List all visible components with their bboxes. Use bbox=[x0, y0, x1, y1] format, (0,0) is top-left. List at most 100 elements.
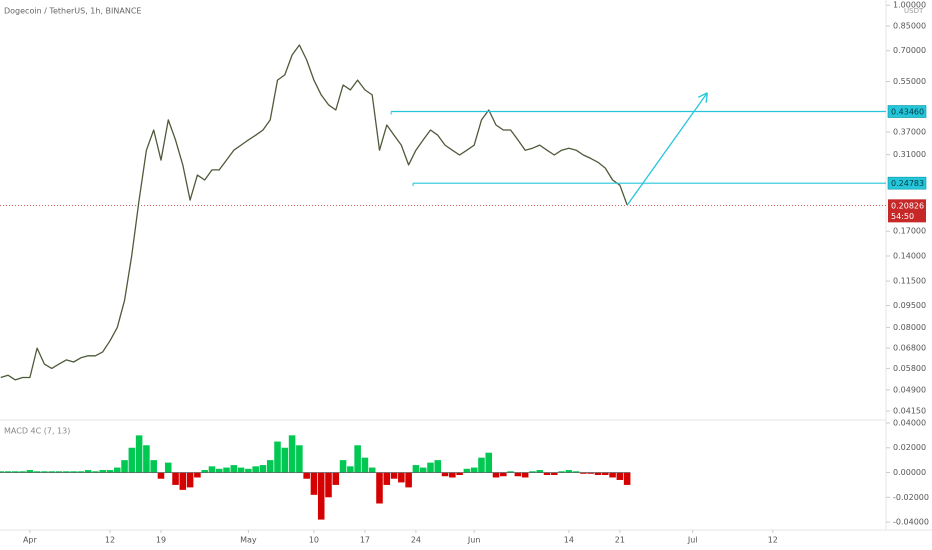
last-price-box bbox=[888, 199, 926, 223]
histogram-bar bbox=[288, 435, 296, 473]
histogram-bar bbox=[55, 471, 63, 473]
histogram-bar bbox=[99, 470, 106, 473]
histogram-bar bbox=[376, 472, 383, 504]
y-tick-label: -0.04000 bbox=[893, 518, 929, 527]
currency-label: USDT bbox=[904, 7, 924, 15]
histogram-bar bbox=[609, 472, 616, 478]
histogram-bar bbox=[470, 467, 478, 473]
histogram-bar bbox=[266, 460, 274, 473]
histogram-bar bbox=[113, 467, 121, 473]
histogram-bar bbox=[230, 465, 238, 473]
y-tick-label: 0.55000 bbox=[893, 77, 926, 86]
y-tick-label: 0.05800 bbox=[893, 364, 926, 373]
y-tick-label: 0.17000 bbox=[893, 227, 926, 236]
histogram-bar bbox=[602, 472, 609, 475]
histogram-bar bbox=[434, 460, 442, 473]
histogram-bar bbox=[84, 470, 92, 473]
histogram-bar bbox=[565, 470, 573, 473]
histogram-bar bbox=[368, 467, 376, 473]
histogram-bar bbox=[215, 468, 223, 473]
x-tick-label: 14 bbox=[564, 536, 574, 545]
histogram-bar bbox=[281, 447, 289, 473]
histogram-bar bbox=[128, 447, 136, 473]
histogram-bar bbox=[0, 471, 5, 473]
price-line bbox=[0, 44, 628, 381]
histogram-bar bbox=[572, 471, 580, 473]
histogram-bar bbox=[12, 471, 19, 473]
histogram-bar bbox=[580, 472, 587, 474]
x-tick-label: 19 bbox=[156, 536, 166, 545]
arrow-head bbox=[697, 92, 708, 98]
histogram-bar bbox=[478, 457, 485, 473]
histogram-bar bbox=[245, 468, 252, 473]
histogram-bar bbox=[543, 472, 551, 475]
y-tick-label: 0.14000 bbox=[893, 252, 926, 261]
histogram-bar bbox=[521, 472, 529, 478]
histogram-bar bbox=[529, 471, 536, 473]
histogram-bar bbox=[41, 471, 48, 473]
histogram-bar bbox=[194, 472, 201, 478]
histogram-bar bbox=[500, 472, 507, 477]
histogram-bar bbox=[427, 462, 434, 473]
indicator-title: MACD 4C (7, 13) bbox=[4, 427, 70, 436]
x-tick-label: Jun bbox=[467, 536, 481, 545]
histogram-bar bbox=[405, 472, 412, 488]
histogram-bar bbox=[143, 445, 150, 473]
y-tick-label: 0.31000 bbox=[893, 150, 926, 159]
x-tick-label: 24 bbox=[411, 536, 421, 545]
histogram-bar bbox=[514, 472, 522, 477]
histogram-bar bbox=[492, 472, 500, 478]
histogram-bar bbox=[551, 472, 558, 475]
histogram-bar bbox=[150, 460, 157, 473]
y-tick-label: 0.02000 bbox=[893, 443, 926, 452]
level-label: 0.43460 bbox=[891, 108, 924, 117]
histogram-bar bbox=[92, 471, 99, 473]
histogram-bar bbox=[339, 460, 347, 473]
histogram-bar bbox=[63, 471, 70, 473]
histogram-bar bbox=[332, 472, 340, 485]
y-tick-label: 0.06800 bbox=[893, 344, 926, 353]
histogram-bar bbox=[237, 467, 245, 473]
histogram-bar bbox=[623, 472, 631, 485]
y-tick-label: 0.08000 bbox=[893, 323, 926, 332]
level-label-box bbox=[887, 176, 927, 190]
histogram-bar bbox=[536, 470, 544, 473]
x-tick-label: May bbox=[240, 536, 257, 545]
histogram-bar bbox=[164, 462, 172, 473]
histogram-bar bbox=[19, 471, 26, 473]
histogram-bar bbox=[223, 467, 230, 473]
histogram-bar bbox=[361, 457, 369, 473]
histogram-bar bbox=[208, 466, 216, 473]
x-tick-label: 12 bbox=[105, 536, 115, 545]
histogram-bar bbox=[485, 452, 493, 473]
x-tick-label: Jul bbox=[687, 536, 698, 545]
y-tick-label: 0.09500 bbox=[893, 301, 926, 310]
y-tick-label: 0.04150 bbox=[893, 407, 926, 416]
arrow-head bbox=[705, 92, 708, 103]
histogram-bar bbox=[558, 471, 565, 473]
histogram-bar bbox=[135, 435, 143, 473]
y-tick-label: 1.00000 bbox=[893, 1, 926, 10]
histogram-bar bbox=[347, 466, 354, 473]
x-tick-label: 12 bbox=[768, 536, 778, 545]
histogram-bar bbox=[259, 465, 267, 473]
histogram-bar bbox=[354, 445, 361, 473]
histogram-bar bbox=[463, 468, 471, 473]
y-tick-label: 0.04000 bbox=[893, 418, 926, 427]
histogram-bar bbox=[186, 472, 194, 488]
y-tick-label: 0.04900 bbox=[893, 385, 926, 394]
histogram-bar bbox=[594, 472, 602, 475]
histogram-bar bbox=[26, 470, 34, 473]
countdown-label: 54:50 bbox=[891, 212, 914, 221]
histogram-bar bbox=[412, 465, 420, 473]
y-tick-label: 0.85000 bbox=[893, 21, 926, 30]
y-tick-label: 0.37000 bbox=[893, 128, 926, 137]
y-tick-label: 0.00000 bbox=[893, 468, 926, 477]
histogram-bar bbox=[48, 471, 55, 473]
histogram-bar bbox=[317, 472, 325, 520]
histogram-bar bbox=[456, 472, 463, 475]
x-tick-label: Apr bbox=[23, 536, 38, 545]
x-tick-label: 21 bbox=[615, 536, 625, 545]
